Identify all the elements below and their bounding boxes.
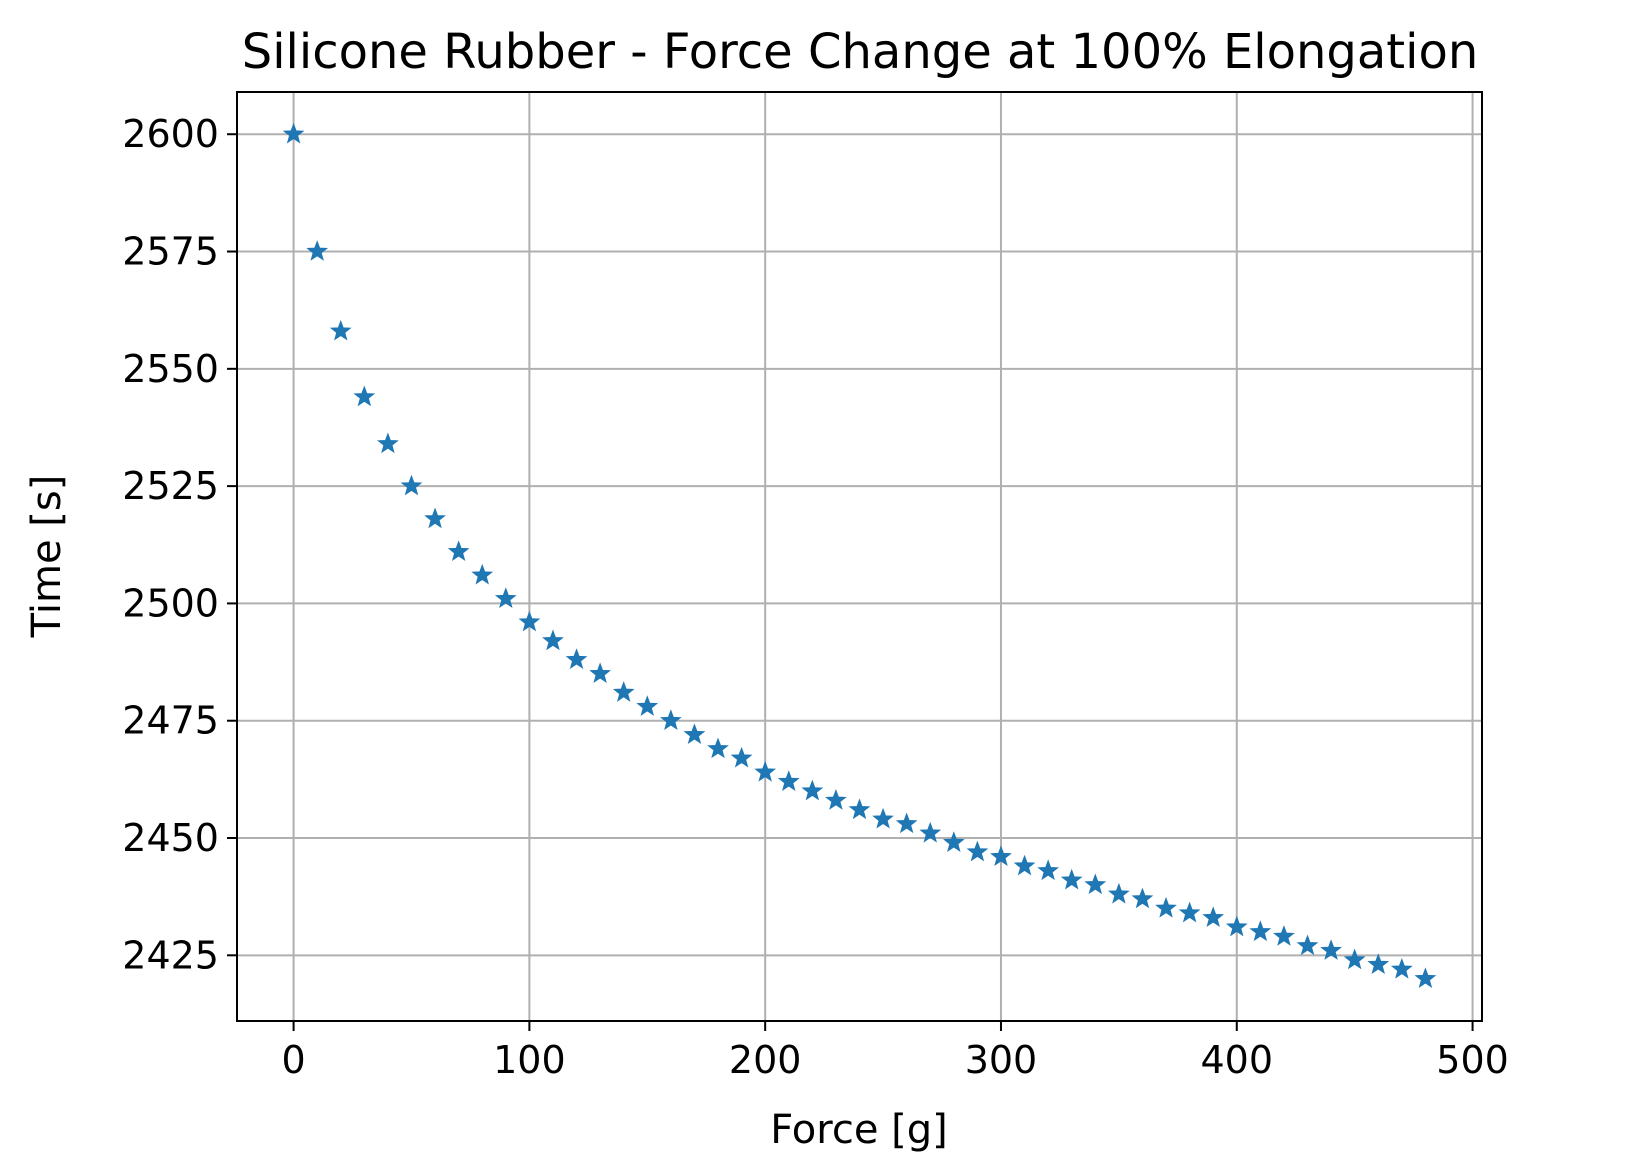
- data-point: [377, 432, 399, 454]
- data-point: [990, 845, 1012, 867]
- data-point: [1343, 948, 1366, 970]
- data-point: [447, 540, 470, 562]
- data-point: [471, 563, 494, 585]
- data-points: [282, 122, 1437, 989]
- axis-ticks: 0 100 200 300 400 500 2425 2450 2475 2500 2525 2550…: [122, 112, 1509, 1082]
- y-tick-label: 2425: [122, 933, 219, 977]
- grid-lines: [237, 92, 1482, 1021]
- data-point: [1367, 953, 1390, 974]
- data-point: [306, 240, 329, 261]
- data-point: [895, 812, 918, 834]
- y-tick-label: 2475: [122, 699, 219, 743]
- data-point: [1273, 925, 1295, 946]
- data-point: [636, 695, 659, 716]
- data-point: [683, 723, 706, 745]
- data-point: [353, 385, 376, 407]
- data-point: [872, 807, 894, 829]
- data-point: [518, 610, 541, 632]
- data-point: [777, 770, 800, 791]
- data-point: [1131, 887, 1154, 909]
- data-point: [707, 737, 729, 759]
- data-point: [1414, 967, 1437, 989]
- data-point: [919, 821, 942, 843]
- x-tick-label: 500: [1436, 1038, 1509, 1082]
- data-point: [1202, 906, 1225, 928]
- data-point: [565, 648, 588, 669]
- y-tick-label: 2525: [122, 464, 219, 508]
- data-point: [754, 760, 777, 782]
- data-point: [400, 474, 423, 496]
- y-tick-label: 2500: [122, 581, 219, 625]
- data-point: [1296, 934, 1319, 956]
- chart-title: Silicone Rubber - Force Change at 100% E…: [242, 24, 1479, 80]
- data-point: [801, 779, 824, 801]
- data-point: [1320, 939, 1342, 960]
- y-axis-label: Time [s]: [24, 475, 70, 639]
- data-point: [1390, 957, 1413, 979]
- x-tick-label: 200: [729, 1038, 802, 1082]
- data-point: [1249, 920, 1272, 942]
- data-point: [542, 629, 564, 651]
- x-axis-label: Force [g]: [770, 1107, 948, 1153]
- data-point: [424, 507, 446, 529]
- data-point: [282, 122, 305, 144]
- data-point: [942, 831, 965, 852]
- data-point: [659, 709, 682, 730]
- data-point: [612, 681, 635, 702]
- data-point: [1108, 882, 1130, 904]
- x-tick-label: 300: [965, 1038, 1038, 1082]
- data-point: [1084, 873, 1107, 895]
- y-tick-label: 2575: [122, 230, 219, 274]
- data-point: [1013, 854, 1036, 876]
- data-point: [848, 798, 871, 820]
- y-tick-label: 2600: [122, 112, 219, 156]
- x-tick-label: 400: [1201, 1038, 1274, 1082]
- data-point: [494, 587, 517, 608]
- data-point: [1178, 901, 1201, 923]
- data-point: [1037, 859, 1060, 881]
- y-tick-label: 2550: [122, 347, 219, 391]
- data-point: [825, 789, 847, 810]
- x-tick-label: 100: [493, 1038, 566, 1082]
- data-point: [589, 662, 611, 684]
- x-tick-label: 0: [281, 1038, 305, 1082]
- data-point: [1060, 868, 1083, 890]
- data-point: [966, 840, 989, 862]
- data-point: [1155, 896, 1177, 918]
- data-point: [730, 746, 753, 768]
- plot-frame: [236, 91, 1483, 1022]
- y-tick-label: 2450: [122, 816, 219, 860]
- data-point: [1225, 915, 1248, 937]
- data-point: [329, 319, 352, 341]
